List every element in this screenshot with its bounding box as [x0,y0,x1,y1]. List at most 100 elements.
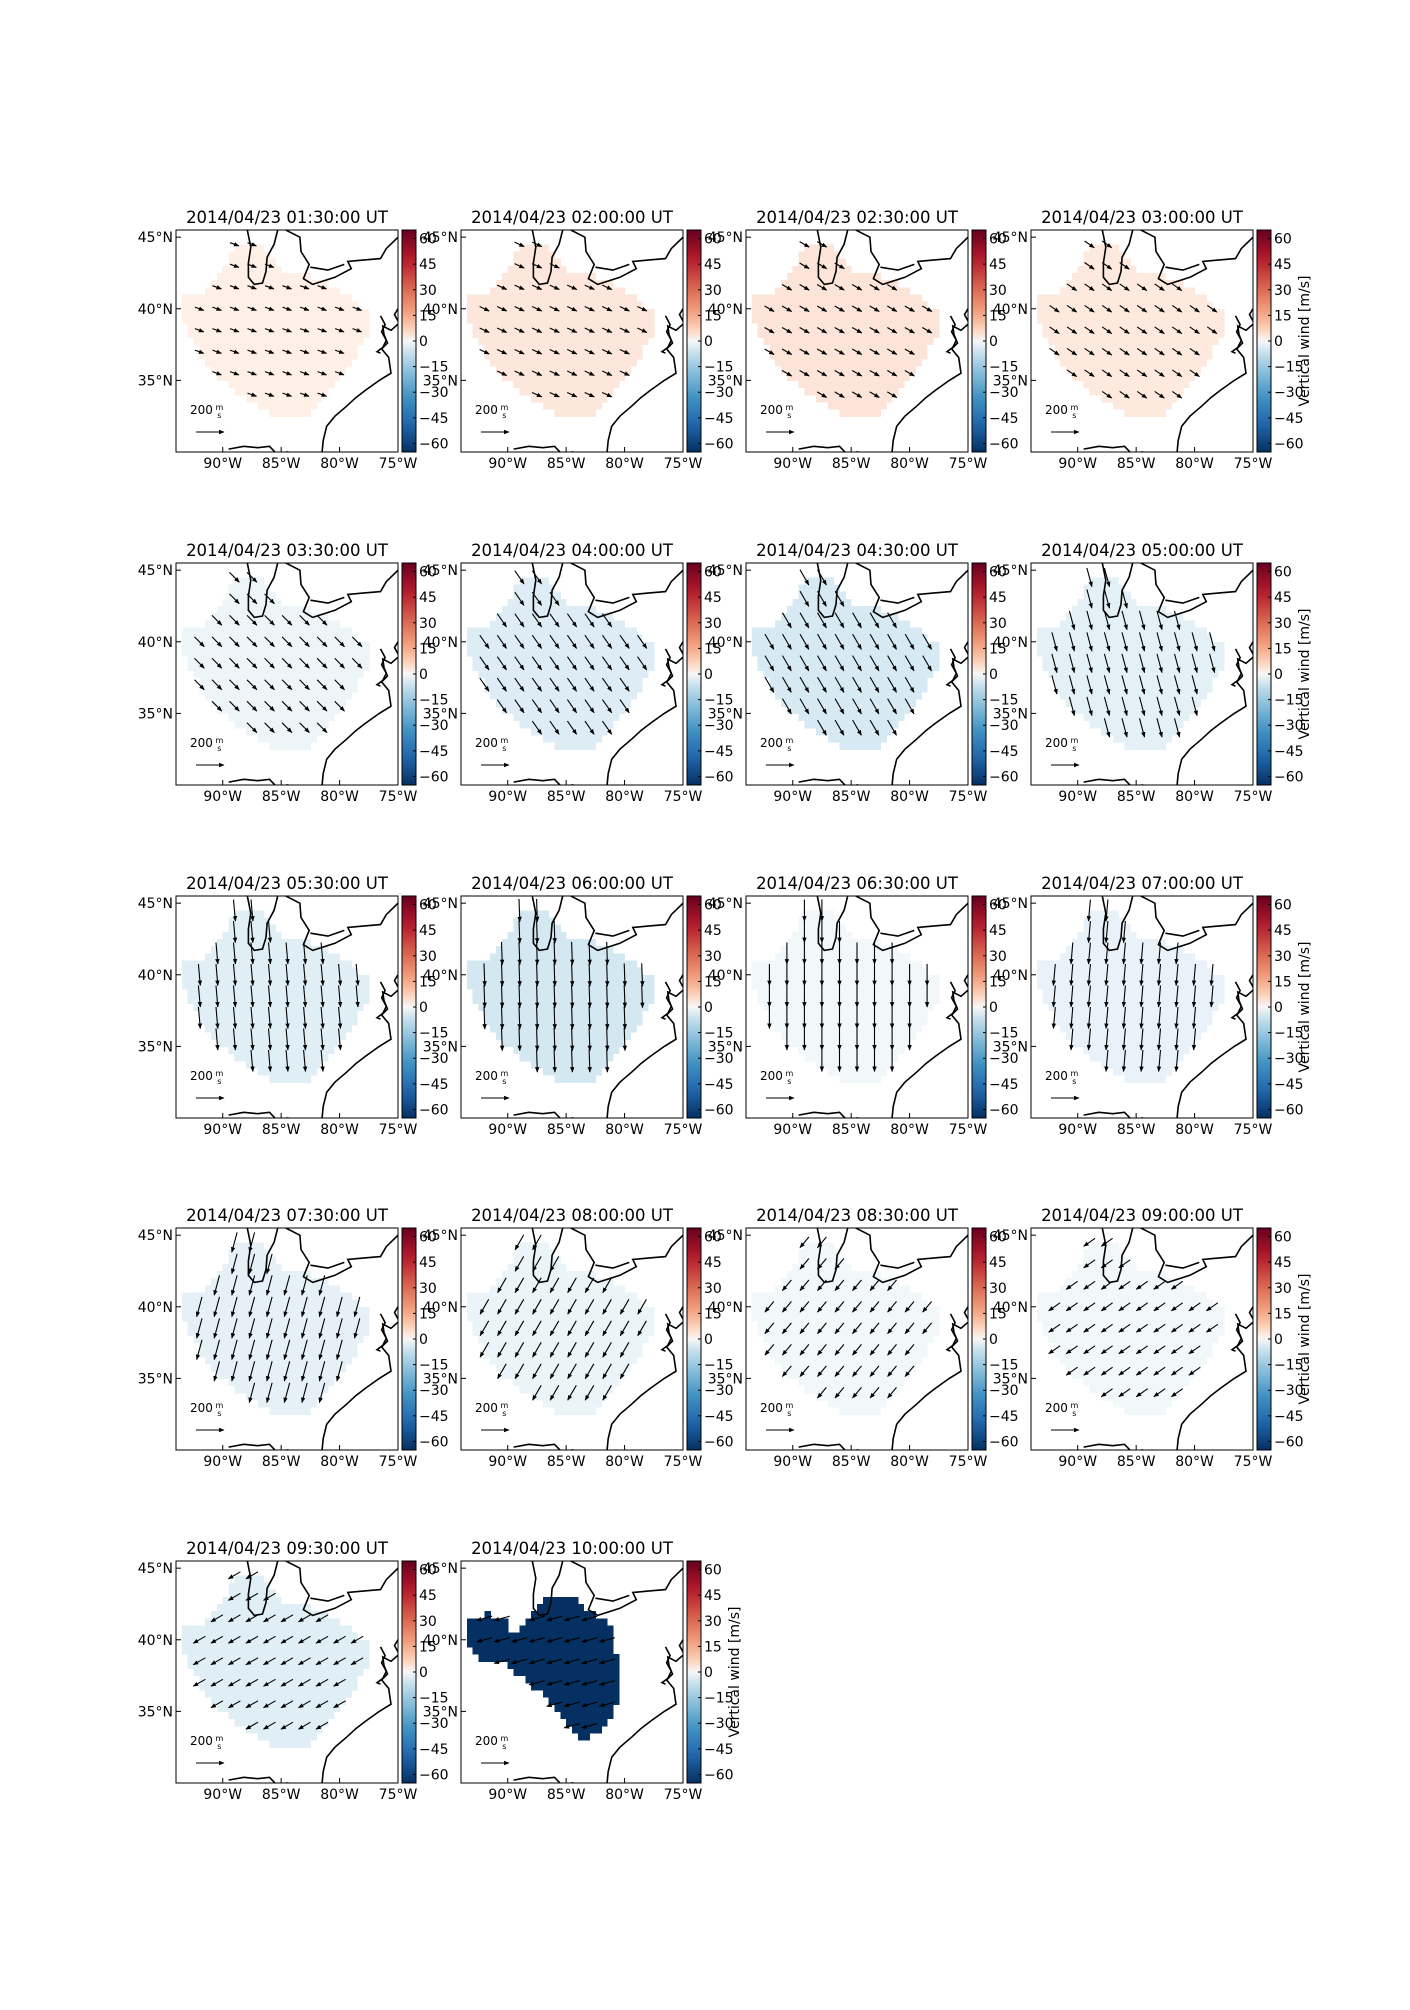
wind-vectors [482,898,645,1073]
wind-arrow [852,1365,862,1377]
wind-arrow [1066,304,1078,313]
wind-arrow [602,1299,612,1315]
wind-arrow [1100,1388,1113,1398]
wind-arrow [799,655,810,672]
wind-arrow [549,1363,560,1380]
wind-arrow [531,677,543,692]
wind-arrow [318,1361,326,1382]
wind-arrow [549,1277,560,1294]
wind-arrow [299,285,310,290]
wind-arrow [1069,985,1074,1008]
wind-arrow [584,327,595,333]
wind-arrow [1101,283,1113,292]
wind-arrow [1121,696,1128,717]
wind-arrow [282,285,293,290]
colorbar-tick-label: 15 [989,974,1007,990]
wind-arrow [302,942,308,965]
wind-arrow [799,676,810,693]
wind-arrow [230,1275,238,1296]
wind-arrow [248,1339,256,1361]
wind-arrow [887,391,898,398]
wind-arrow [869,1322,880,1335]
panel-title: 2014/04/23 04:30:00 UT [756,541,959,560]
wind-arrow [355,985,360,1008]
wind-arrow [531,591,543,606]
map-panel: 2014/04/23 06:30:00 UT 200 m s 90°W 85°W 80°W… [708,874,1019,1138]
wind-arrow [834,1344,845,1356]
scale-value: 200 [190,403,213,417]
wind-arrow [552,963,557,987]
wind-arrow [232,942,238,965]
wind-arrow [834,262,845,270]
wind-arrow [605,1027,610,1052]
scale-unit-denominator: s [217,1409,221,1418]
wind-arrow [265,1253,273,1275]
wind-arrow [531,570,543,585]
wind-arrow [1171,369,1183,378]
wind-arrow [282,392,293,397]
colorbar-tick-label: −30 [419,1051,449,1067]
colorbar-tick-label: −15 [1274,1358,1304,1374]
wind-arrow [299,700,310,712]
wind-arrow [1188,1323,1201,1333]
map-panel: 2014/04/23 04:00:00 UT 200 m s 90°W 85°W 80°W… [423,541,734,805]
wind-arrow [517,963,522,987]
wind-arrow [549,349,560,355]
wind-arrow [195,1339,203,1361]
wind-arrow [1121,653,1128,674]
wind-arrow [496,327,508,333]
wind-arrow [922,1301,933,1313]
wind-arrow [1136,347,1148,356]
lat-tick-label: 40°N [423,635,458,651]
wind-arrow [1086,1028,1092,1051]
wind-arrow [887,698,897,715]
vertical-wind-field [751,577,940,750]
wind-arrow [1049,304,1060,313]
wind-arrow [869,370,880,377]
colorbar-tick-label: −60 [704,1102,734,1118]
wind-arrow [566,349,578,355]
lon-tick-label: 85°W [1117,789,1156,805]
wind-arrow [247,263,257,268]
wind-arrow [602,1320,612,1337]
wind-arrow [212,306,222,311]
wind-arrow [315,1614,329,1623]
wind-arrow [619,634,630,649]
wind-arrow [799,1365,810,1377]
map-panel: 2014/04/23 05:30:00 UT 200 m s 90°W 85°W 80°W… [138,874,449,1138]
panel-title: 2014/04/23 06:00:00 UT [471,874,674,893]
wind-arrow [531,284,543,291]
scale-unit-numerator: m [498,1734,509,1743]
wind-arrow [1138,632,1146,652]
wind-arrow [904,633,915,650]
wind-arrow [549,392,560,398]
lon-tick-label: 90°W [1058,456,1097,472]
wind-arrow [587,963,592,987]
wind-arrow [904,1322,915,1335]
wind-arrow [316,657,328,669]
wind-arrow [584,1363,595,1380]
wind-arrow [584,720,595,735]
wind-arrow [563,1615,580,1622]
colorbar-tick-label: −60 [704,436,734,452]
wind-arrow [263,1700,276,1709]
scale-unit-numerator: m [783,1401,794,1410]
wind-arrow [1083,1237,1096,1247]
coastlines [228,1561,398,1783]
lon-tick-label: 80°W [605,1122,644,1138]
wind-arrow [1083,1302,1096,1312]
colorbar: 60 45 30 15 0 −15 −30 −45 −60 Vertical wind [m/s] [1256,562,1313,786]
scale-value: 200 [190,1734,213,1748]
wind-arrow [869,698,880,715]
wind-arrow [229,371,240,376]
wind-arrow [852,612,862,629]
wind-arrow [299,328,310,333]
wind-arrow [816,327,828,334]
colorbar-tick-label: 0 [419,1332,428,1348]
coastlines [513,230,683,452]
wind-arrow [605,963,610,987]
wind-arrow [869,612,880,629]
wind-arrow [514,1256,525,1272]
wind-arrow [493,1637,510,1643]
colorbar-tick-label: 60 [419,565,437,581]
